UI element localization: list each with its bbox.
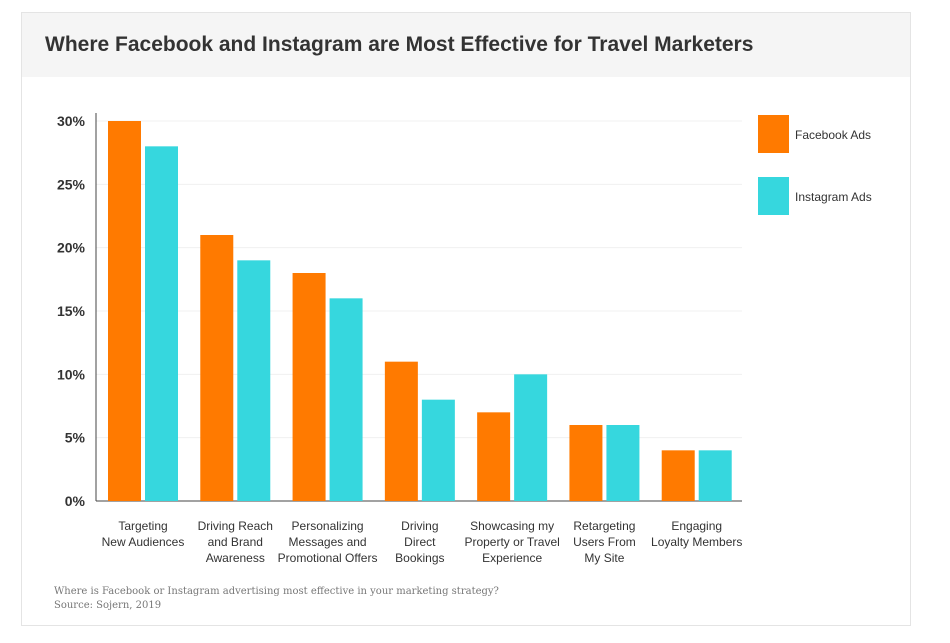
x-category-label: Experience: [482, 551, 542, 565]
y-tick-label: 20%: [57, 240, 86, 256]
x-category-label: Promotional Offers: [278, 551, 378, 565]
x-category-label: Personalizing: [292, 519, 364, 533]
bar-instagram: [421, 399, 455, 501]
bar-facebook: [292, 273, 326, 501]
y-tick-label: 25%: [57, 176, 86, 192]
chart-card: Where Facebook and Instagram are Most Ef…: [21, 12, 911, 626]
x-category-label: and Brand: [208, 535, 263, 549]
chart-header: Where Facebook and Instagram are Most Ef…: [22, 13, 910, 77]
y-tick-label: 0%: [65, 493, 86, 509]
chart-footer: Where is Facebook or Instagram advertisi…: [54, 585, 499, 613]
bar-facebook: [200, 235, 234, 501]
x-category-label: Retargeting: [573, 519, 635, 533]
bar-facebook: [108, 121, 141, 501]
x-category-label: Users From: [573, 535, 636, 549]
bar-instagram: [698, 450, 732, 501]
x-category-label: Bookings: [395, 551, 444, 565]
chart-title: Where Facebook and Instagram are Most Ef…: [45, 33, 754, 56]
source-note: Source: Sojern, 2019: [54, 600, 162, 611]
bar-instagram: [145, 146, 178, 502]
x-category-label: Showcasing my: [470, 519, 554, 533]
x-category-label: Targeting: [118, 519, 167, 533]
bar-instagram: [329, 298, 363, 501]
bar-facebook: [661, 450, 695, 501]
x-category-label: Engaging: [671, 519, 722, 533]
bar-facebook: [477, 412, 511, 501]
y-tick-label: 5%: [65, 430, 86, 446]
bar-facebook: [569, 425, 603, 501]
legend-swatch: [758, 177, 789, 215]
bar-instagram: [606, 425, 640, 501]
legend-swatch: [758, 115, 789, 153]
x-category-label: Driving: [401, 519, 438, 533]
y-tick-label: 15%: [57, 303, 86, 319]
legend-label: Facebook Ads: [795, 128, 871, 142]
x-category-label: Direct: [404, 535, 436, 549]
x-category-label: Messages and: [289, 535, 367, 549]
x-category-label: My Site: [584, 551, 624, 565]
x-category-label: Awareness: [206, 551, 265, 565]
legend-label: Instagram Ads: [795, 190, 872, 204]
bar-instagram: [514, 374, 548, 501]
bar-chart: 0% 5% 10% 15% 20% 25% 30% Targeting New Audience…: [57, 113, 872, 565]
x-category-label: Property or Travel: [464, 535, 559, 549]
y-tick-label: 10%: [57, 366, 86, 382]
y-tick-label: 30%: [57, 113, 86, 129]
x-category-label: Loyalty Members: [651, 535, 742, 549]
survey-question: Where is Facebook or Instagram advertisi…: [54, 586, 499, 597]
x-category-label: New Audiences: [102, 535, 185, 549]
bar-instagram: [237, 260, 271, 501]
bar-facebook: [384, 361, 418, 501]
x-category-label: Driving Reach: [198, 519, 273, 533]
